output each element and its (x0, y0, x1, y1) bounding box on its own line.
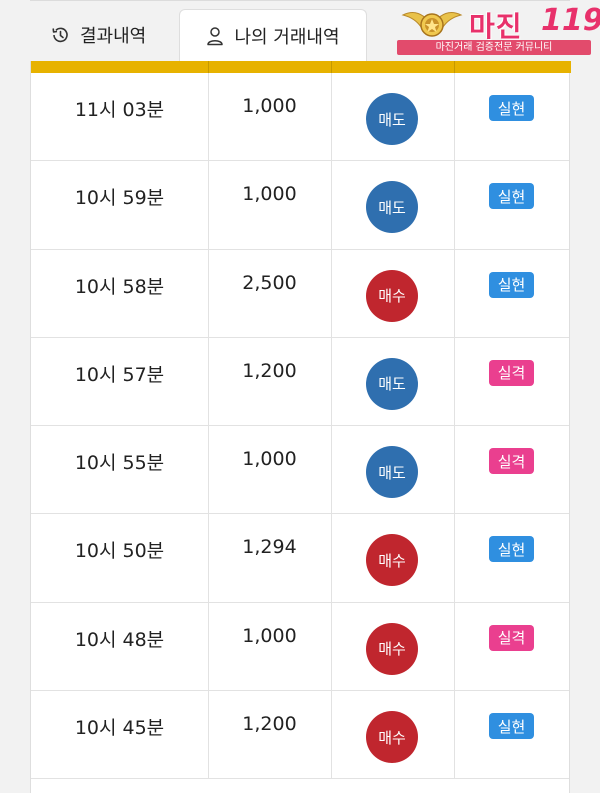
trade-time: 10시 57분 (74, 363, 165, 386)
table-row: 11시 03분 1,000 매도 실현 (31, 73, 569, 162)
time-cell: 11시 03분 (31, 73, 209, 161)
result-cell: 실격 (454, 603, 569, 690)
eagle-emblem-icon (401, 12, 463, 37)
trade-side-badge: 매도 (366, 93, 418, 145)
trade-result-badge: 실현 (489, 95, 534, 121)
logo-subtitle: 마진거래 검증전문 커뮤니티 (397, 40, 591, 55)
trade-result-badge: 실현 (489, 536, 534, 563)
table-row: 10시 45분 1,200 매수 실현 (31, 691, 569, 780)
trade-amount: 2,500 (242, 271, 297, 294)
amount-cell: 1,200 (208, 691, 332, 779)
table-row: 10시 48분 1,000 매수 실격 (31, 602, 569, 692)
trade-result-badge: 실격 (489, 624, 534, 651)
time-cell: 10시 50분 (31, 514, 209, 602)
amount-cell: 1,294 (208, 514, 332, 602)
trade-amount: 1,200 (242, 359, 297, 382)
watermark-logo: 마진 119 마진거래 검증전문 커뮤니티 (397, 3, 600, 55)
trade-history-table: 11시 03분 1,000 매도 실현 10시 59분 1,000 매도 실현 10시 58분 2… (30, 61, 571, 793)
table-row: 10시 59분 1,000 매도 실현 (31, 161, 569, 250)
trade-time: 10시 45분 (74, 717, 165, 740)
trade-side-badge: 매도 (366, 181, 418, 234)
trade-time: 10시 48분 (74, 628, 165, 651)
trade-amount: 1,200 (242, 713, 297, 736)
trade-result-badge: 실격 (489, 359, 534, 386)
trade-side-badge: 매수 (366, 622, 418, 675)
time-cell: 10시 57분 (31, 337, 209, 426)
amount-cell: 1,200 (208, 337, 332, 426)
logo-number: 119 (541, 3, 600, 38)
amount-cell: 2,500 (208, 249, 332, 337)
result-cell: 실현 (454, 73, 569, 160)
trade-side-badge: 매도 (366, 446, 418, 499)
result-cell: 실현 (454, 514, 569, 601)
trade-result-badge: 실현 (489, 713, 534, 740)
trade-time: 10시 59분 (74, 187, 165, 210)
tab-bar: 결과내역 나의 거래내역 마진 119 마진거래 검증전문 커뮤니티 (0, 0, 600, 62)
trade-time: 10시 55분 (74, 452, 165, 475)
result-cell: 실격 (454, 338, 569, 425)
side-cell: 매도 (331, 161, 455, 249)
table-row: 10시 58분 2,500 매수 실현 (31, 249, 569, 338)
result-cell: 실현 (454, 161, 569, 248)
trade-result-badge: 실격 (489, 448, 534, 475)
result-cell: 실현 (454, 691, 569, 778)
time-cell: 10시 48분 (31, 602, 209, 691)
trade-amount: 1,000 (242, 624, 297, 647)
trade-side-badge: 매도 (366, 357, 418, 410)
history-icon (50, 25, 70, 45)
side-cell: 매수 (331, 691, 455, 779)
amount-cell: 1,000 (208, 426, 332, 514)
tab-my-trades[interactable]: 나의 거래내역 (179, 9, 367, 62)
trade-time: 11시 03분 (74, 99, 165, 121)
result-cell: 실격 (454, 426, 569, 513)
side-cell: 매수 (331, 514, 455, 602)
trade-side-badge: 매수 (366, 534, 418, 587)
trade-time: 10시 50분 (74, 540, 165, 563)
table-row: 10시 55분 1,000 매도 실격 (31, 426, 569, 515)
tab-history-label: 결과내역 (80, 26, 147, 47)
time-cell: 10시 59분 (31, 161, 209, 249)
tab-my-trades-label: 나의 거래내역 (234, 27, 340, 48)
amount-cell: 1,000 (208, 161, 332, 249)
time-cell: 10시 58분 (31, 249, 209, 337)
trade-rows: 11시 03분 1,000 매도 실현 10시 59분 1,000 매도 실현 10시 58분 2… (31, 73, 569, 780)
time-cell: 10시 45분 (31, 691, 209, 779)
tab-history[interactable]: 결과내역 (50, 8, 146, 62)
trade-result-badge: 실현 (489, 183, 534, 210)
top-divider (30, 0, 570, 1)
table-header-bar (31, 61, 571, 73)
trade-amount: 1,000 (242, 448, 297, 471)
trade-side-badge: 매수 (366, 269, 418, 322)
side-cell: 매도 (331, 73, 455, 161)
user-icon (206, 26, 224, 46)
side-cell: 매도 (331, 337, 455, 426)
side-cell: 매도 (331, 426, 455, 514)
trade-amount: 1,000 (242, 183, 297, 206)
side-cell: 매수 (331, 249, 455, 337)
trade-amount: 1,294 (242, 536, 297, 559)
amount-cell: 1,000 (208, 73, 332, 161)
trade-time: 10시 58분 (74, 275, 165, 298)
amount-cell: 1,000 (208, 602, 332, 691)
trade-result-badge: 실현 (489, 271, 534, 298)
logo-title: 마진 (469, 10, 523, 43)
result-cell: 실현 (454, 250, 569, 337)
trade-amount: 1,000 (242, 95, 297, 117)
table-row: 10시 57분 1,200 매도 실격 (31, 337, 569, 427)
time-cell: 10시 55분 (31, 426, 209, 514)
trade-side-badge: 매수 (366, 711, 418, 764)
table-row: 10시 50분 1,294 매수 실현 (31, 514, 569, 603)
side-cell: 매수 (331, 602, 455, 691)
